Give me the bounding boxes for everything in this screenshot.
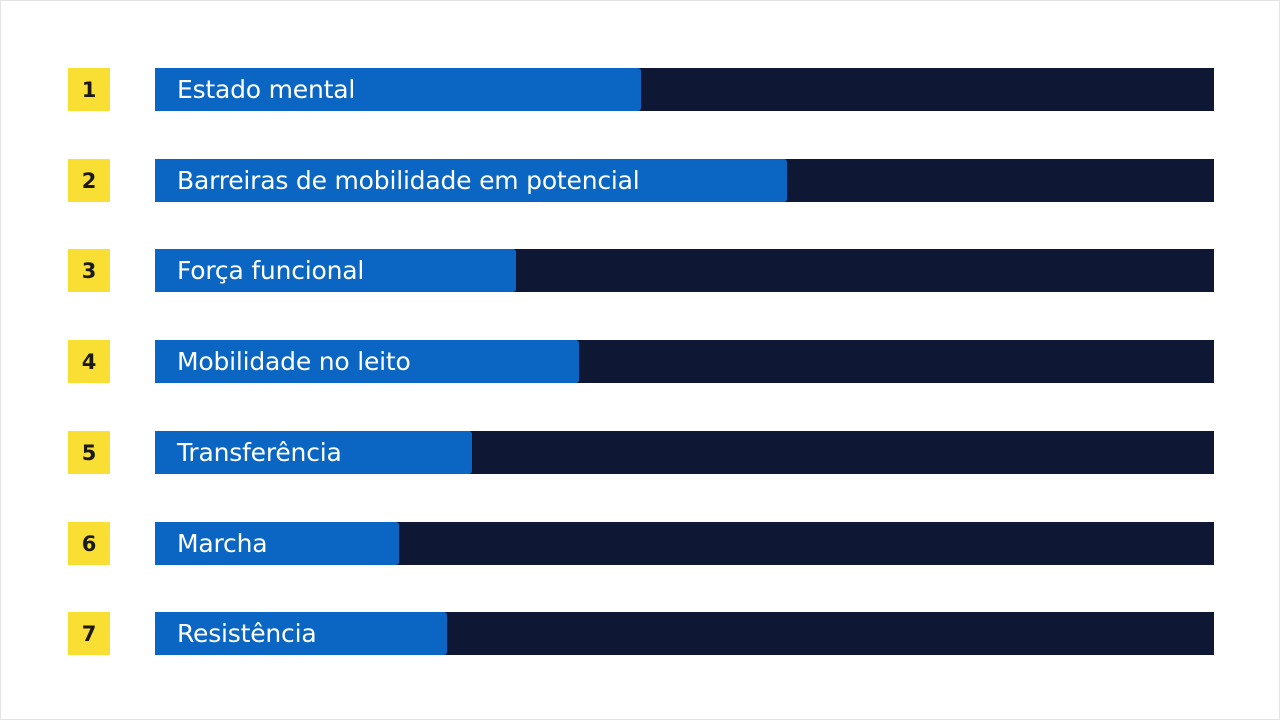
progress-bar-track: Marcha	[155, 522, 1214, 565]
item-label: Barreiras de mobilidade em potencial	[177, 166, 640, 195]
number-badge: 2	[68, 159, 110, 202]
progress-bar-fill	[155, 68, 641, 111]
number-badge: 3	[68, 249, 110, 292]
list-item: 6 Marcha	[1, 522, 1280, 565]
progress-bar-track: Mobilidade no leito	[155, 340, 1214, 383]
number-badge: 6	[68, 522, 110, 565]
number-badge: 1	[68, 68, 110, 111]
item-label: Estado mental	[177, 75, 356, 104]
progress-bar-fill	[155, 612, 447, 655]
progress-bar-track: Barreiras de mobilidade em potencial	[155, 159, 1214, 202]
number-badge: 7	[68, 612, 110, 655]
number-badge: 4	[68, 340, 110, 383]
progress-bar-fill	[155, 522, 399, 565]
progress-bar-track: Estado mental	[155, 68, 1214, 111]
progress-bar-fill	[155, 340, 579, 383]
item-label: Resistência	[177, 619, 317, 648]
item-label: Marcha	[177, 529, 268, 558]
item-label: Mobilidade no leito	[177, 347, 411, 376]
progress-bar-fill	[155, 249, 516, 292]
list-item: 4 Mobilidade no leito	[1, 340, 1280, 383]
progress-bar-fill	[155, 431, 472, 474]
list-item: 3 Força funcional	[1, 249, 1280, 292]
list-item: 5 Transferência	[1, 431, 1280, 474]
progress-bar-track: Resistência	[155, 612, 1214, 655]
item-label: Força funcional	[177, 256, 365, 285]
list-item: 2 Barreiras de mobilidade em potencial	[1, 159, 1280, 202]
number-badge: 5	[68, 431, 110, 474]
list-item: 1 Estado mental	[1, 68, 1280, 111]
list-item: 7 Resistência	[1, 612, 1280, 655]
progress-bar-track: Transferência	[155, 431, 1214, 474]
item-label: Transferência	[177, 438, 342, 467]
progress-bar-fill	[155, 159, 787, 202]
progress-bar-track: Força funcional	[155, 249, 1214, 292]
